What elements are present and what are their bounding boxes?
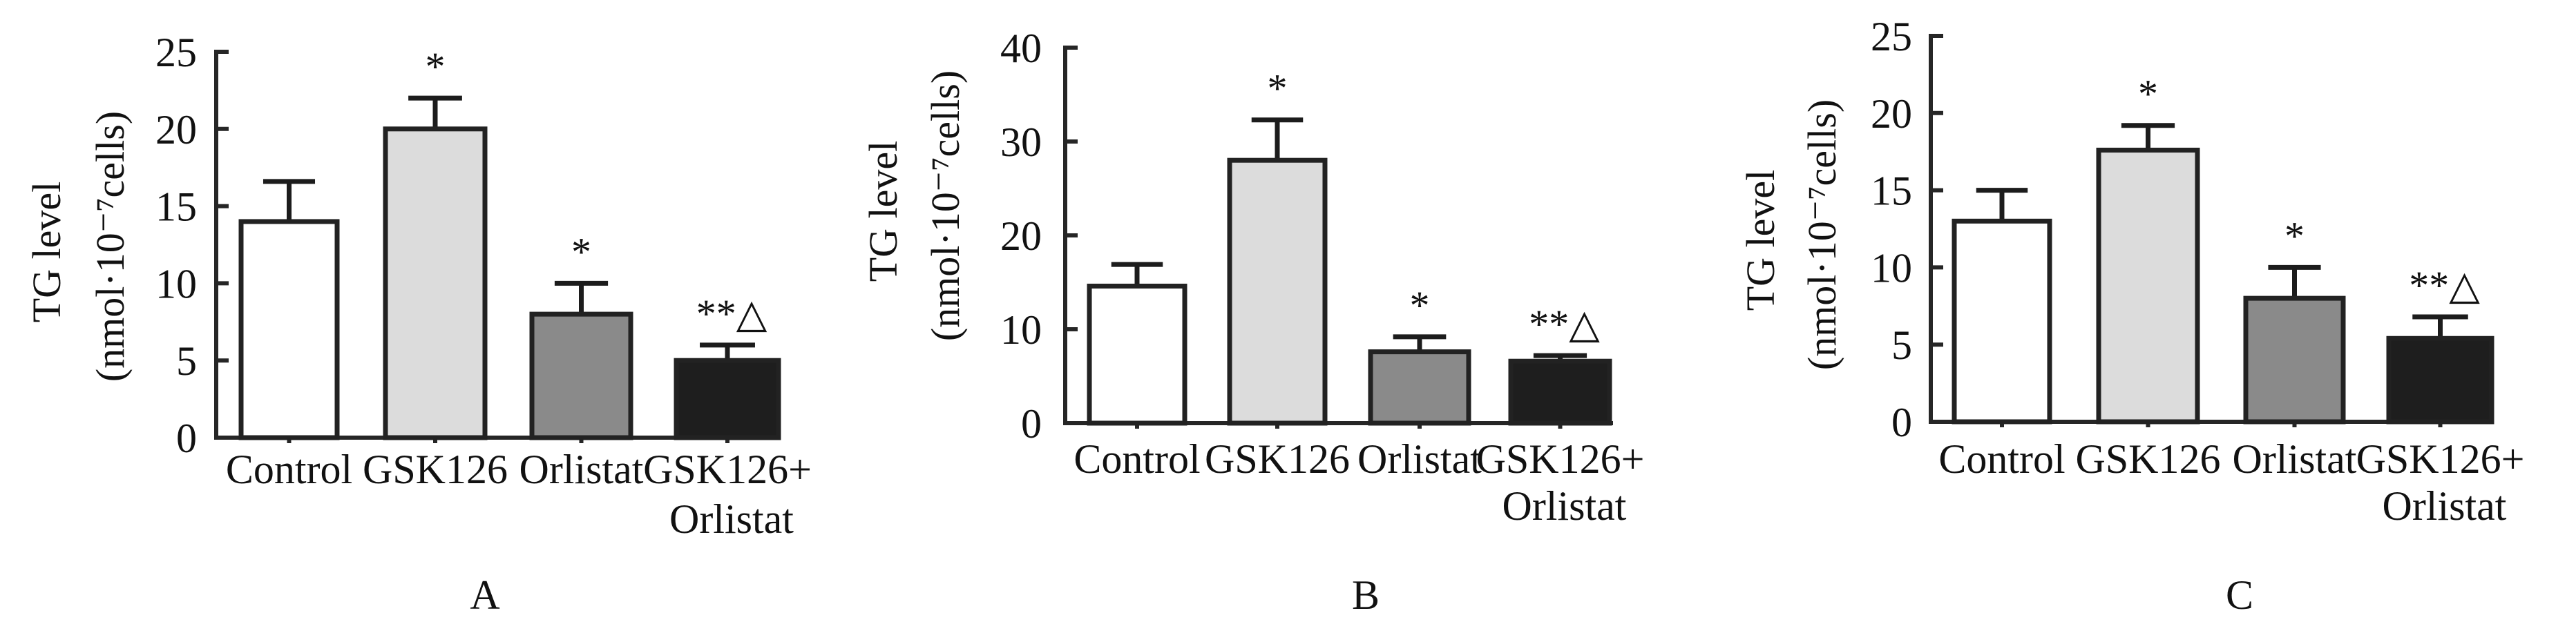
bar-gsk126-orlistat <box>2386 335 2494 425</box>
x-category-label: Control <box>1938 436 2065 482</box>
y-tick-label: 10 <box>1000 307 1042 353</box>
panel-letter: A <box>470 572 499 618</box>
y-axis-unit-label: (nmol·10⁻⁷cells) <box>88 111 133 382</box>
y-axis-label: TG level <box>24 182 69 323</box>
bar-orlistat <box>1368 349 1471 426</box>
y-tick-label: 20 <box>1000 213 1042 259</box>
y-tick-label: 15 <box>1871 168 1912 214</box>
significance-marker: * <box>2284 213 2305 258</box>
significance-marker: **△ <box>696 291 767 336</box>
significance-marker: * <box>1410 283 1430 328</box>
x-category-label: Orlistat <box>669 496 794 542</box>
bar-gsk126 <box>1227 157 1328 426</box>
x-category-label: GSK126+ <box>2356 436 2525 482</box>
x-category-label: GSK126 <box>2075 436 2220 482</box>
x-category-label: Control <box>226 447 352 492</box>
y-tick-label: 20 <box>155 107 197 153</box>
y-tick-label: 15 <box>155 184 197 230</box>
bar-gsk126 <box>2096 147 2200 425</box>
x-category-label: Orlistat <box>1502 483 1627 529</box>
x-category-label: Orlistat <box>2383 483 2507 529</box>
significance-marker: * <box>426 44 446 89</box>
panel-letter: B <box>1352 572 1380 618</box>
y-tick-label: 10 <box>1871 245 1912 291</box>
significance-marker: * <box>1268 66 1288 111</box>
significance-marker: **△ <box>2409 263 2480 308</box>
y-axis-unit-label: (nmol·10⁻⁷cells) <box>923 70 968 341</box>
significance-marker: **△ <box>1529 302 1600 347</box>
panel-b: TG level (nmol·10⁻⁷cells) 0 10 20 30 40 Control… <box>861 26 1644 618</box>
panel-letter: C <box>2226 572 2253 618</box>
significance-marker: * <box>571 229 591 274</box>
y-tick-label: 0 <box>1891 400 1912 445</box>
bar-orlistat <box>2243 295 2346 425</box>
y-axis-label: TG level <box>861 141 906 282</box>
bar-control <box>238 219 340 440</box>
y-tick-label: 20 <box>1871 91 1912 137</box>
y-tick-label: 25 <box>155 30 197 75</box>
bar-orlistat <box>529 311 633 440</box>
x-category-label: Control <box>1074 436 1200 482</box>
panel-a: TG level (nmol·10⁻⁷cells) 0 5 10 15 20 25 Contro… <box>24 30 812 618</box>
bar-gsk126-orlistat <box>674 358 781 440</box>
y-tick-label: 10 <box>155 261 197 306</box>
bar-gsk126-orlistat <box>1508 358 1612 426</box>
y-tick-label: 0 <box>1021 401 1042 447</box>
y-tick-label: 40 <box>1000 26 1042 71</box>
x-category-label: Orlistat <box>2233 436 2357 482</box>
y-axis-unit-label: (nmol·10⁻⁷cells) <box>1800 99 1844 370</box>
bar-control <box>1952 218 2052 425</box>
bar-gsk126 <box>383 126 488 440</box>
y-tick-label: 5 <box>1891 322 1912 368</box>
panel-c: TG level (nmol·10⁻⁷cells) 0 5 10 15 20 25 Contro… <box>1738 14 2524 618</box>
x-category-label: GSK126 <box>1205 436 1350 482</box>
significance-marker: * <box>2138 72 2158 117</box>
x-category-label: Orlistat <box>519 447 644 492</box>
x-category-label: Orlistat <box>1357 436 1482 482</box>
y-tick-label: 30 <box>1000 119 1042 165</box>
x-category-label: GSK126 <box>363 447 508 492</box>
y-tick-label: 0 <box>176 416 197 461</box>
bar-control <box>1087 283 1187 426</box>
x-category-label: GSK126+ <box>1476 436 1645 482</box>
y-axis-label: TG level <box>1738 170 1783 311</box>
x-category-label: GSK126+ <box>643 447 812 492</box>
y-tick-label: 25 <box>1871 14 1912 59</box>
y-tick-label: 5 <box>176 338 197 384</box>
